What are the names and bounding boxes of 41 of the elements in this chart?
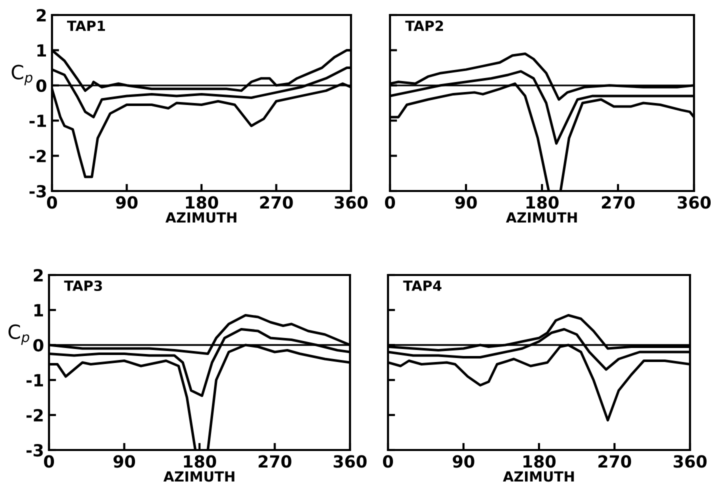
y-tick-label: 1 <box>37 44 46 57</box>
x-tick-label: 0 <box>47 196 57 209</box>
x-tick-label: 0 <box>385 196 395 209</box>
y-tick-label: 0 <box>33 338 44 352</box>
y-tick-label: 2 <box>34 268 43 282</box>
chart-title: TAP1 <box>67 20 105 31</box>
x-tick-label: 180 <box>526 196 559 209</box>
x-tick-label: 90 <box>455 196 477 209</box>
x-tick-label: 270 <box>602 196 635 209</box>
y-tick-label: -2 <box>26 408 43 422</box>
y-tick-label: 0 <box>36 79 46 92</box>
y-tick-label: 2 <box>36 8 46 22</box>
x-tick-label: 360 <box>674 455 707 468</box>
y-axis-title: C$_{p}$ <box>8 324 30 345</box>
x-tick-label: 180 <box>523 455 556 468</box>
x-tick-label: 270 <box>260 196 293 209</box>
x-axis-title: AZIMUTH <box>163 471 234 482</box>
y-tick-label: 1 <box>34 304 43 316</box>
y-tick-label: -3 <box>26 444 43 457</box>
x-tick-label: 360 <box>334 196 368 209</box>
x-tick-label: 90 <box>114 455 136 468</box>
y-tick-label: -2 <box>30 150 46 162</box>
x-tick-label: 90 <box>452 455 474 468</box>
x-tick-label: 360 <box>334 455 367 468</box>
x-tick-label: 270 <box>598 455 632 468</box>
x-tick-label: 90 <box>116 196 138 209</box>
y-tick-label: -1 <box>30 114 46 127</box>
x-axis-title: AZIMUTH <box>506 212 577 223</box>
y-tick-label: -1 <box>26 374 43 386</box>
x-tick-label: 180 <box>184 455 216 468</box>
y-axis-title: C$_{p}$ <box>12 64 32 86</box>
x-tick-label: 0 <box>383 455 393 468</box>
chart-title: TAP3 <box>64 280 102 291</box>
chart-title: TAP2 <box>405 20 443 31</box>
x-tick-label: 270 <box>258 455 292 468</box>
x-tick-label: 180 <box>186 196 218 209</box>
x-tick-label: 360 <box>678 196 711 209</box>
x-axis-title: AZIMUTH <box>502 471 574 482</box>
y-tick-label: -3 <box>30 184 46 198</box>
x-axis-title: AZIMUTH <box>165 212 236 223</box>
chart-title: TAP4 <box>403 280 442 291</box>
